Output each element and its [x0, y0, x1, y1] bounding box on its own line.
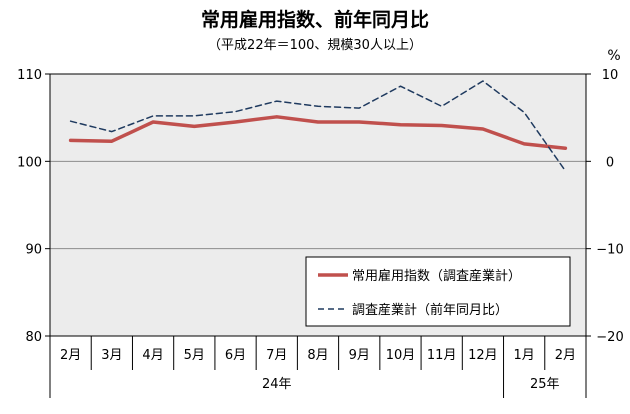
category-label: 12月 [468, 348, 498, 363]
left-axis-tick-label: 90 [25, 243, 42, 258]
category-label: 2月 [555, 348, 576, 363]
category-label: 5月 [184, 348, 205, 363]
right-axis-tick-label: 10 [602, 68, 619, 83]
chart-title: 常用雇用指数、前年同月比 [201, 8, 429, 31]
year-label: 25年 [530, 377, 560, 392]
legend-box [305, 256, 571, 327]
category-label: 8月 [307, 348, 328, 363]
left-axis-tick-label: 100 [17, 155, 42, 170]
left-axis-tick-label: 80 [25, 330, 42, 345]
category-label: 9月 [349, 348, 370, 363]
legend-label: 常用雇用指数（調査産業計） [352, 268, 521, 284]
series-line-1 [68, 115, 568, 150]
category-label: 2月 [60, 348, 81, 363]
legend-label: 調査産業計（前年同月比） [352, 302, 508, 318]
year-label: 24年 [262, 377, 292, 392]
category-label: 3月 [101, 348, 122, 363]
category-label: 4月 [142, 348, 163, 363]
right-axis-tick-label: 0 [606, 155, 614, 170]
category-label: 6月 [225, 348, 246, 363]
left-axis-tick-label: 110 [17, 68, 42, 83]
series-line-2 [69, 80, 567, 172]
category-label: 7月 [266, 348, 287, 363]
right-axis-tick-label: −10 [596, 243, 623, 258]
right-axis-unit: % [607, 48, 620, 64]
category-label: 1月 [514, 348, 535, 363]
chart-subtitle: （平成22年＝100、規模30人以上） [208, 38, 422, 53]
right-axis-tick-label: −20 [596, 330, 623, 345]
series-layer [68, 80, 568, 172]
category-label: 11月 [427, 348, 457, 363]
axes: 80 90 100 110 −20 −10 0 10 2月 3月 4月 5月 6月 7月 8月 9月 10月 11… [17, 68, 624, 398]
legend: 常用雇用指数（調査産業計） 調査産業計（前年同月比） [305, 256, 571, 327]
category-label: 10月 [386, 348, 416, 363]
plot-border [49, 73, 587, 337]
